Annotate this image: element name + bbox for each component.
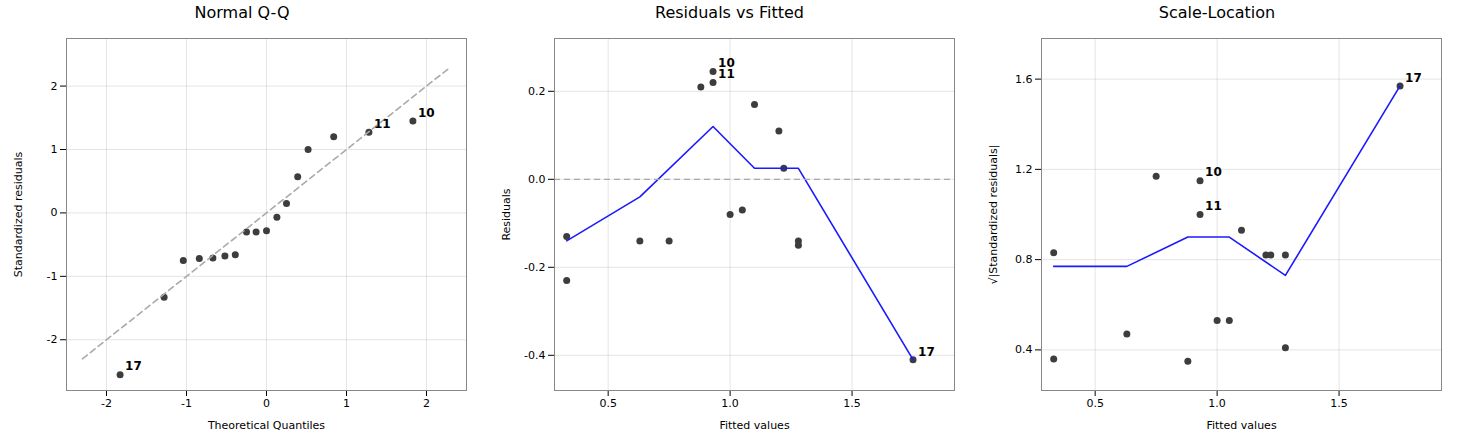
svg-text:Fitted values: Fitted values <box>719 419 790 432</box>
svg-text:0.4: 0.4 <box>1015 343 1033 356</box>
svg-text:17: 17 <box>1405 71 1422 85</box>
svg-text:17: 17 <box>918 345 935 359</box>
svg-text:2: 2 <box>51 80 58 93</box>
svg-text:1.5: 1.5 <box>843 397 861 410</box>
svg-text:0: 0 <box>263 397 270 410</box>
svg-text:11: 11 <box>718 67 735 81</box>
svg-text:Fitted values: Fitted values <box>1206 419 1277 432</box>
svg-text:Standardized residuals: Standardized residuals <box>12 152 25 278</box>
svg-text:10: 10 <box>418 106 435 120</box>
svg-text:-0.4: -0.4 <box>524 349 545 362</box>
html-text:Normal Q-Q: Normal Q-Q <box>194 3 290 22</box>
html-text:Residuals vs Fitted: Residuals vs Fitted <box>655 3 804 22</box>
svg-text:1.0: 1.0 <box>1208 397 1226 410</box>
svg-text:-0.2: -0.2 <box>524 261 545 274</box>
svg-text:Theoretical Quantiles: Theoretical Quantiles <box>207 419 325 432</box>
svg-text:-1: -1 <box>181 397 192 410</box>
svg-text:0: 0 <box>51 206 58 219</box>
svg-text:10: 10 <box>717 56 735 71</box>
svg-text:√|Standardized residuals|: √|Standardized residuals| <box>987 145 1000 285</box>
svg-text:1.6: 1.6 <box>1015 73 1033 86</box>
svg-text:-2: -2 <box>47 333 58 346</box>
svg-text:1.0: 1.0 <box>721 397 739 410</box>
svg-text:0.2: 0.2 <box>528 85 546 98</box>
svg-text:-1: -1 <box>47 270 58 283</box>
svg-text:0.8: 0.8 <box>1015 253 1033 266</box>
svg-text:10: 10 <box>1205 165 1222 179</box>
svg-text:1: 1 <box>51 143 58 156</box>
svg-text:-2: -2 <box>101 397 112 410</box>
svg-text:1.5: 1.5 <box>1330 397 1348 410</box>
svg-text:2: 2 <box>423 397 430 410</box>
svg-text:1: 1 <box>343 397 350 410</box>
svg-text:0.0: 0.0 <box>528 173 546 186</box>
html-text:Scale-Location: Scale-Location <box>1158 3 1276 22</box>
svg-text:1.2: 1.2 <box>1015 163 1033 176</box>
svg-text:11: 11 <box>374 117 391 131</box>
svg-text:0.5: 0.5 <box>599 397 617 410</box>
svg-text:Residuals: Residuals <box>500 188 513 240</box>
svg-text:17: 17 <box>125 359 142 373</box>
svg-text:11: 11 <box>1205 199 1222 213</box>
svg-text:0.5: 0.5 <box>1086 397 1104 410</box>
